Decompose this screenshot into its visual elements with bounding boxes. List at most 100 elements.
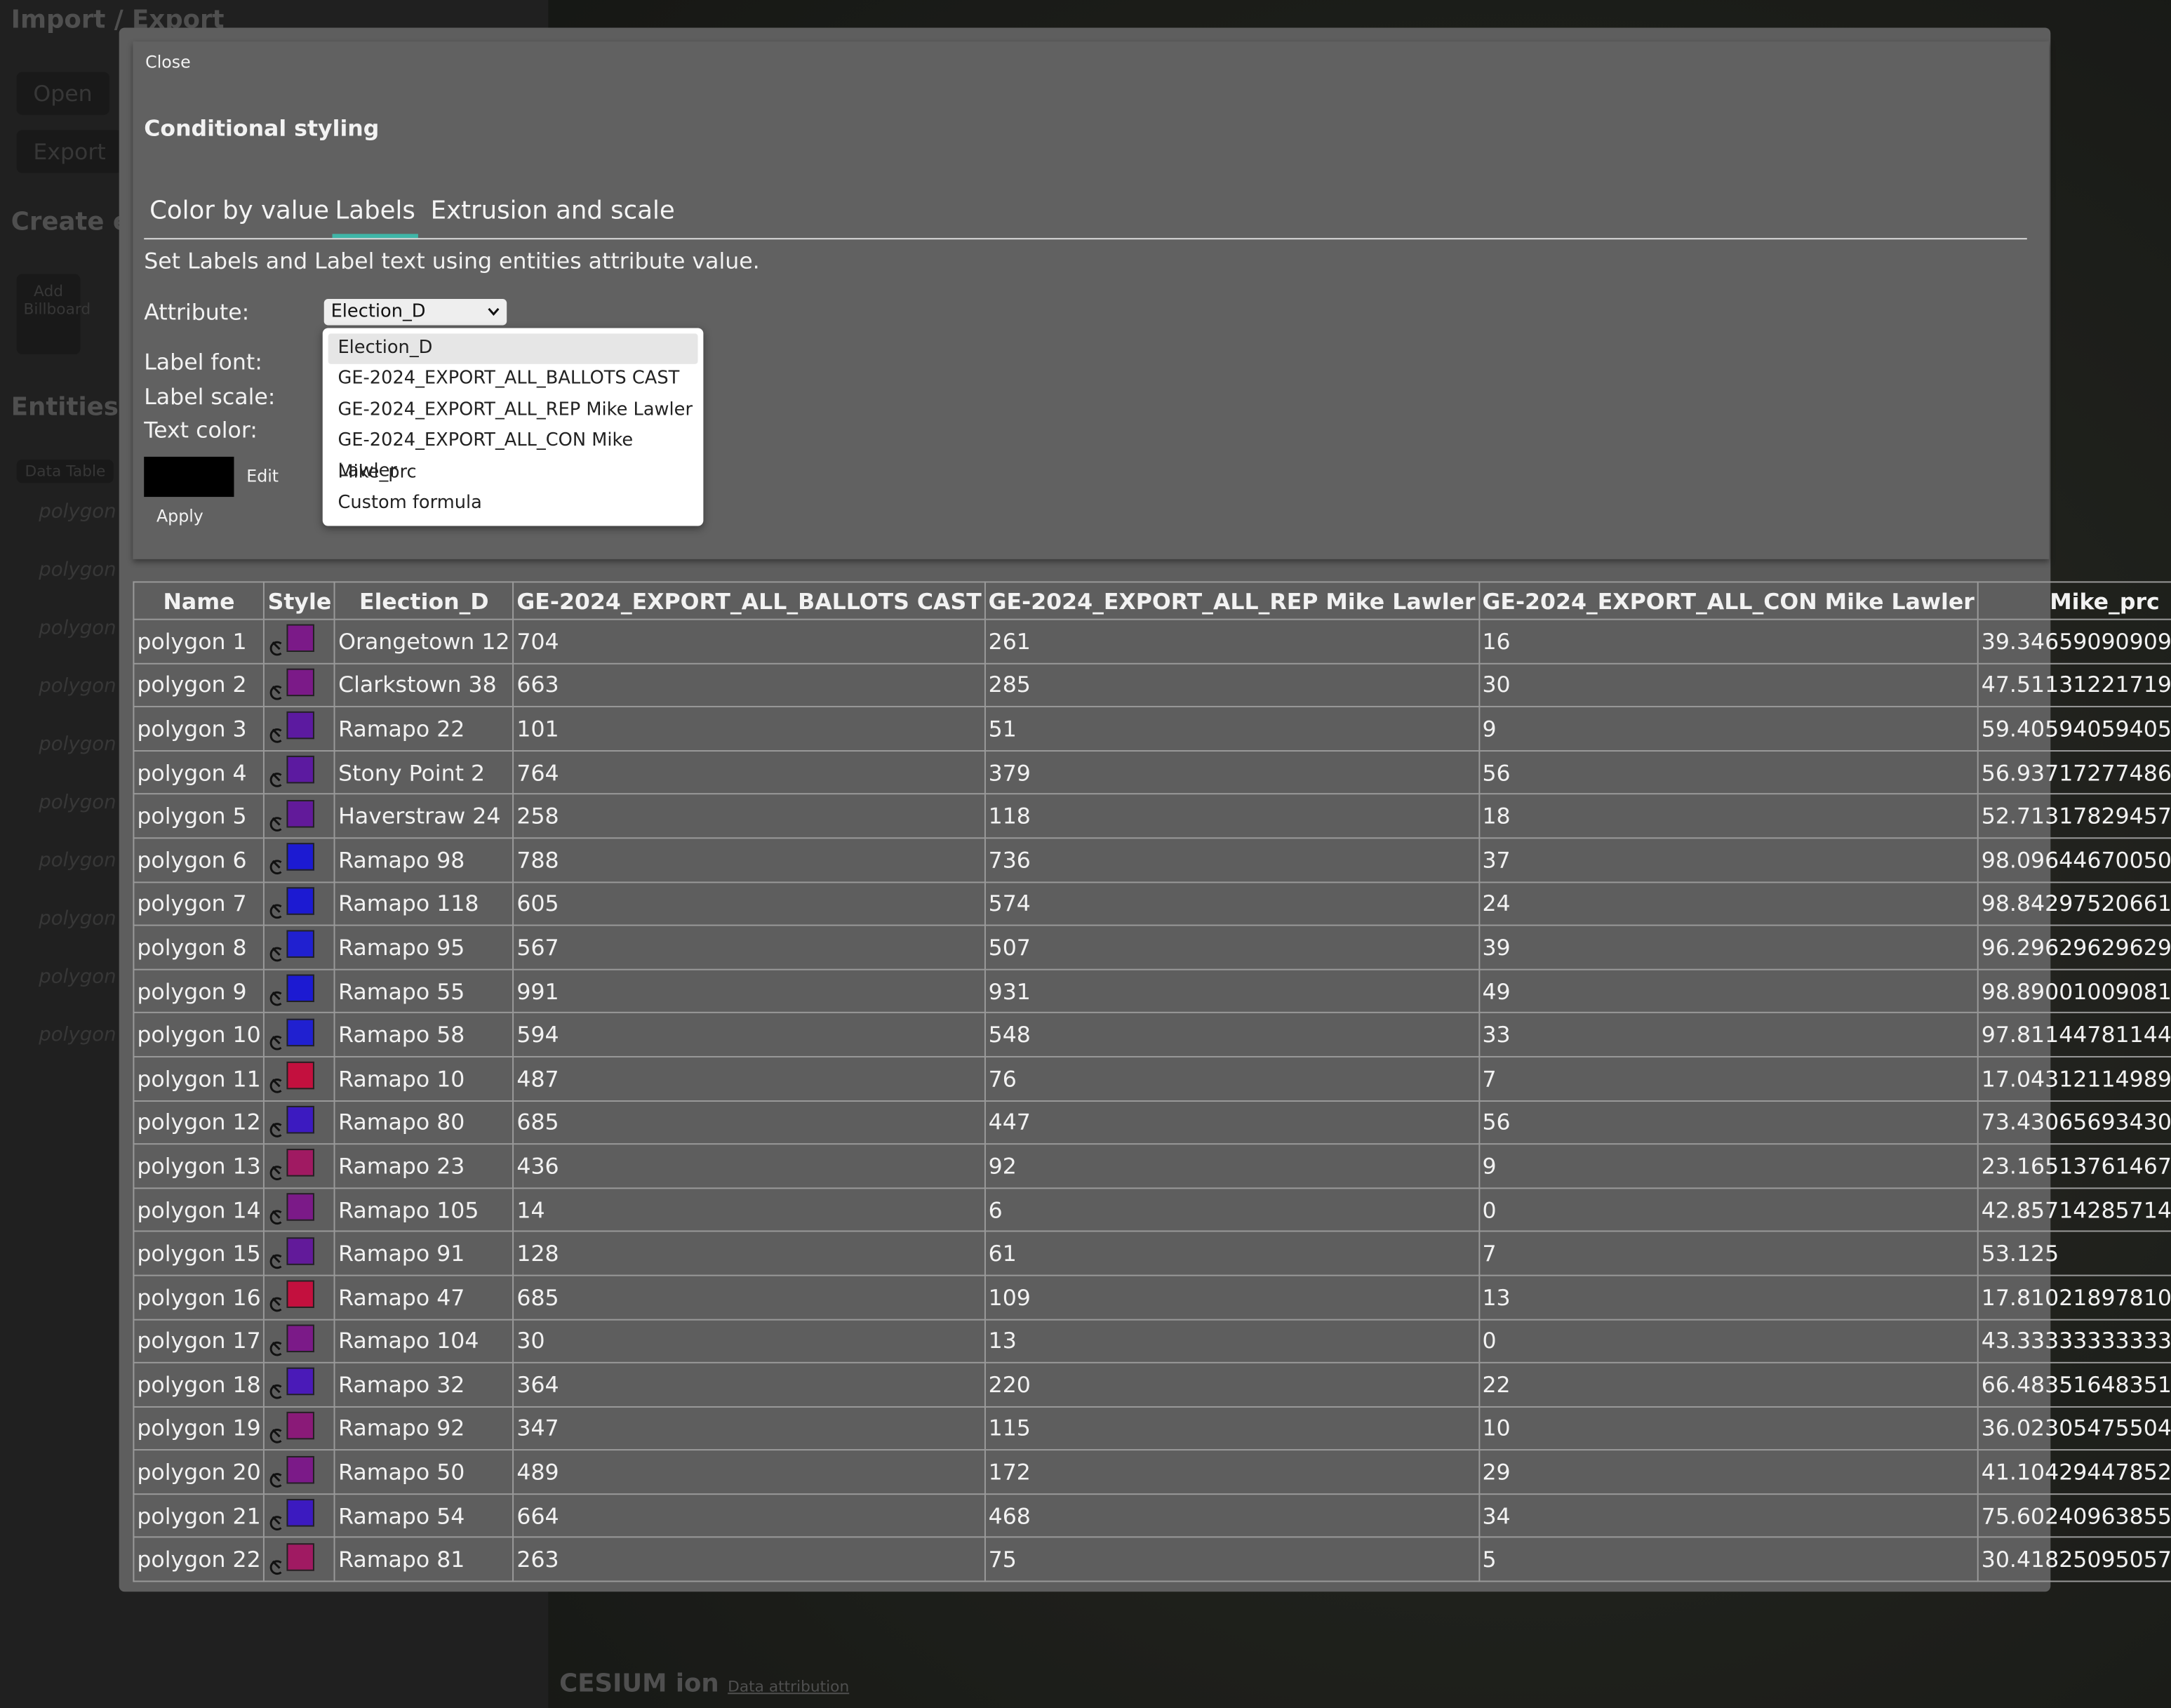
dropdown-option[interactable]: Custom formula [338,493,482,514]
cell: 736 [984,837,1480,883]
style-icon[interactable] [268,1469,288,1489]
export-button[interactable]: Export [16,130,123,173]
style-icon[interactable] [268,813,288,833]
style-cell [263,1406,336,1451]
style-icon[interactable] [268,770,288,789]
column-header: Style [263,581,336,620]
cell: 42.857142857142854 [1977,1187,2171,1233]
style-icon[interactable] [268,1426,288,1446]
style-cell [263,1187,336,1233]
cell: Ramapo 98 [334,837,514,883]
cell: Ramapo 22 [334,706,514,752]
cell: Ramapo 32 [334,1362,514,1408]
style-icon[interactable] [268,1382,288,1401]
cell: Ramapo 92 [334,1406,514,1451]
attribution-link[interactable]: Data attribution [728,1677,850,1696]
dropdown-option[interactable]: Mike_prc [338,461,417,483]
cell: 43.333333333333336 [1977,1318,2171,1363]
tab[interactable]: Extrusion and scale [430,196,675,226]
close-button[interactable]: Close [145,52,191,72]
color-swatch[interactable] [144,456,234,498]
style-icon[interactable] [268,901,288,921]
dropdown-option[interactable]: GE-2024_EXPORT_ALL_BALLOTS CAST [338,368,680,390]
style-swatch [287,1105,315,1134]
cell: 764 [512,749,986,795]
cell: polygon 18 [133,1362,265,1408]
cell: 76 [984,1055,1480,1102]
style-icon[interactable] [268,945,288,964]
cell: 98.84297520661157 [1977,881,2171,926]
style-icon[interactable] [268,1163,288,1183]
style-icon[interactable] [268,1032,288,1052]
style-icon[interactable] [268,1295,288,1314]
entity-item[interactable]: polygon [39,907,116,930]
cell: polygon 7 [133,881,265,926]
attribute-select[interactable]: Election_D [323,299,507,326]
style-icon[interactable] [268,1119,288,1139]
style-swatch [287,974,315,1003]
entity-item[interactable]: polygon [39,617,116,640]
style-icon[interactable] [268,1338,288,1358]
cell: Ramapo 50 [334,1449,514,1495]
dropdown-option[interactable]: Election_D [328,333,698,364]
edit-button[interactable]: Edit [246,466,279,486]
cell: Ramapo 104 [334,1318,514,1363]
cell: Ramapo 55 [334,968,514,1014]
cell: 73.43065693430657 [1977,1100,2171,1145]
cell: 61 [984,1231,1480,1276]
style-icon[interactable] [268,1250,288,1270]
entity-item[interactable]: polygon [39,966,116,989]
cell: 36.023054755043226 [1977,1406,2171,1451]
cell: 487 [512,1055,986,1102]
create-heading: Create e [11,207,130,237]
entity-item[interactable]: polygon [39,559,116,582]
entity-item[interactable]: polygon [39,1024,116,1047]
style-icon[interactable] [268,726,288,745]
cell: 9 [1478,1143,1979,1189]
cell: 931 [984,968,1480,1014]
apply-button[interactable]: Apply [156,506,203,526]
cell: polygon 9 [133,968,265,1014]
cell: 685 [512,1100,986,1145]
data-table-button[interactable]: Data Table [16,459,114,483]
entity-item[interactable]: polygon [39,733,116,756]
table-row: polygon 7 Ramapo 118 605 574 24 98.8429752066… [133,881,2171,926]
cell: 56 [1478,749,1979,795]
entity-item[interactable]: polygon [39,675,116,698]
dropdown-option[interactable]: GE-2024_EXPORT_ALL_REP Mike Lawler [338,399,693,421]
cell: polygon 16 [133,1274,265,1320]
open-button[interactable]: Open [16,72,109,115]
cell: 75 [984,1537,1480,1582]
cell: 574 [984,881,1480,926]
cell: 567 [512,924,986,970]
tab[interactable]: Labels [335,196,415,226]
cell: polygon 6 [133,837,265,883]
cell: Ramapo 10 [334,1055,514,1102]
cell: polygon 12 [133,1100,265,1145]
style-icon[interactable] [268,988,288,1008]
style-icon[interactable] [268,682,288,702]
entity-item[interactable]: polygon [39,501,116,523]
style-icon[interactable] [268,1513,288,1533]
cell: 17.810218978102192 [1977,1274,2171,1320]
style-icon[interactable] [268,1076,288,1095]
style-icon[interactable] [268,857,288,876]
entity-item[interactable]: polygon [39,850,116,872]
add-billboard-button[interactable]: Add Billboard [16,274,91,354]
cell: 66.48351648351648 [1977,1362,2171,1408]
cell: 258 [512,793,986,839]
style-icon[interactable] [268,1556,288,1576]
table-row: polygon 16 Ramapo 47 685 109 13 17.8102189781… [133,1274,2171,1320]
table-row: polygon 9 Ramapo 55 991 931 49 98.89001009081… [133,968,2171,1014]
cell: 7 [1478,1055,1979,1102]
cell: 285 [984,662,1480,708]
dropdown-option[interactable]: GE-2024_EXPORT_ALL_CON Mike Lawler [338,430,634,482]
entity-item[interactable]: polygon [39,792,116,814]
tab[interactable]: Color by value [149,196,330,226]
style-icon[interactable] [268,1207,288,1227]
style-icon[interactable] [268,639,288,658]
cell: polygon 13 [133,1143,265,1189]
cell: 13 [1478,1274,1979,1320]
